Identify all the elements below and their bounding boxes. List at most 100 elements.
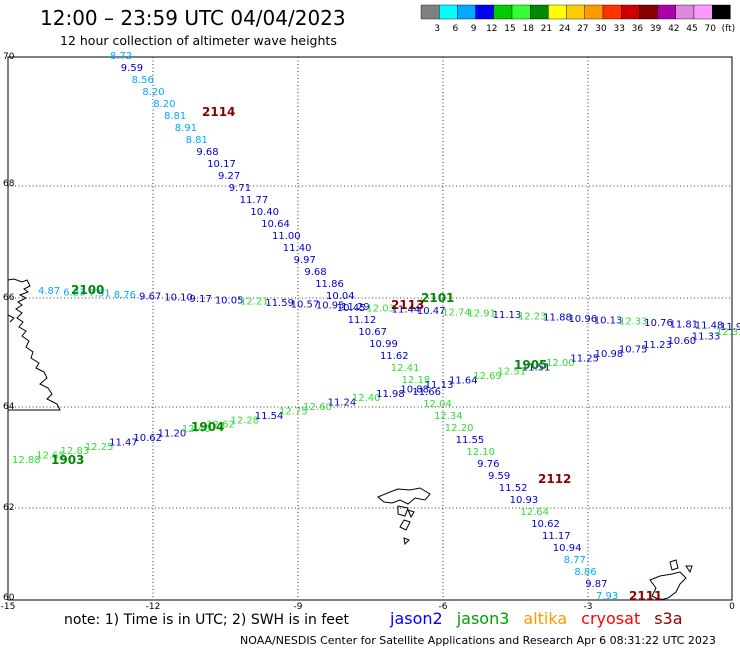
swh-value: 12.23: [518, 311, 547, 322]
swh-value: 10.05: [215, 295, 244, 306]
map-subtitle: 12 hour collection of altimeter wave hei…: [60, 33, 337, 48]
swh-value: 11.98: [376, 389, 405, 400]
swh-value: 11.64: [449, 376, 478, 387]
track-id-label: 1904: [191, 420, 224, 434]
swh-value: 12.21: [240, 297, 269, 308]
swh-value: 10.95: [316, 301, 345, 312]
swh-value: 8.77: [564, 555, 586, 566]
lon-tick-label: -9: [294, 602, 303, 612]
swh-value: 11.48: [695, 321, 724, 332]
swh-value: 11.62: [380, 351, 409, 362]
color-legend-label: 33: [613, 24, 624, 34]
swh-value: 9.17: [190, 294, 212, 305]
track-id-label: 2100: [71, 283, 104, 297]
coastline-iceland: [7, 278, 61, 411]
swh-value: 8.76: [114, 290, 136, 301]
color-legend-label: 70: [704, 24, 716, 34]
swh-value: 11.12: [348, 315, 377, 326]
swh-value: 11.54: [255, 411, 284, 422]
lat-tick-label: 70: [3, 52, 15, 62]
lon-tick-label: -3: [584, 602, 593, 612]
color-legend-label: 21: [541, 24, 552, 34]
swh-value: 12.64: [520, 507, 549, 518]
swh-value: 10.57: [291, 299, 320, 310]
color-legend-label: 30: [595, 24, 607, 34]
swh-value: 12.25: [85, 442, 114, 453]
swh-value: 8.20: [153, 99, 175, 110]
swh-value: 12.91: [467, 309, 496, 320]
color-legend-swatch: [712, 4, 731, 20]
swh-value: 9.68: [304, 267, 326, 278]
swh-value: 7.91: [89, 289, 111, 300]
swh-value: 11.77: [240, 195, 269, 206]
color-legend-label: 9: [471, 24, 477, 34]
swh-value: 9.71: [229, 183, 251, 194]
swh-value: 12.20: [445, 423, 474, 434]
swh-value: 10.47: [417, 306, 446, 317]
swh-value: 12.69: [473, 371, 502, 382]
swh-value: 12.83: [61, 446, 90, 457]
swh-value: 12.75: [279, 406, 308, 417]
swh-value: 10.04: [326, 291, 355, 302]
swh-value: 12.40: [352, 393, 381, 404]
swh-value: 12.03: [366, 303, 395, 314]
map-grid: [8, 57, 732, 600]
swh-value: 9.27: [218, 171, 240, 182]
swh-value: 7.93: [596, 591, 618, 602]
swh-value: 8.72: [110, 51, 132, 62]
swh-value: 11.81: [669, 319, 698, 330]
swh-value: 11.88: [543, 313, 572, 324]
satellite-legend-item: altika: [523, 609, 568, 628]
track-id-label: 1903: [51, 453, 84, 467]
swh-value: 12.51: [498, 367, 527, 378]
swh-value: 10.75: [619, 345, 648, 356]
lat-tick-label: 62: [3, 503, 14, 513]
satellite-legend-item: s3a: [654, 609, 683, 628]
swh-value: 10.40: [250, 207, 279, 218]
swh-value: 11.55: [456, 435, 485, 446]
swh-value: 8.86: [574, 567, 596, 578]
swh-value: 11.20: [158, 429, 187, 440]
swh-value: 12.28: [230, 415, 259, 426]
swh-value: 9.87: [585, 579, 607, 590]
swh-value: 11.86: [315, 279, 344, 290]
swh-value: 10.13: [594, 315, 623, 326]
swh-value: 12.10: [466, 447, 495, 458]
swh-value: 9.76: [477, 459, 499, 470]
swh-value: 12.04: [423, 399, 452, 410]
swh-value: 6.23: [63, 287, 85, 298]
swh-value: 10.60: [667, 336, 696, 347]
lon-tick-label: -15: [1, 602, 16, 612]
swh-value: 10.98: [595, 349, 624, 360]
color-legend-labels: 3 6 9 12 15 18 21 24 27 30 33 36 39 42 45 70 (ft): [434, 24, 735, 34]
coastline-shetland: [649, 559, 693, 601]
swh-value: 11.33: [692, 331, 721, 342]
satellite-legend-item: jason3: [456, 609, 510, 628]
color-legend-label: 27: [577, 24, 588, 34]
swh-value: 12.33: [619, 317, 648, 328]
swh-value: 11.24: [328, 398, 357, 409]
swh-value: 12.41: [391, 363, 420, 374]
track-values: 8.729.598.568.208.208.818.918.819.6810.1…: [12, 51, 740, 602]
swh-value: 12.33: [716, 327, 740, 338]
coastline-faroe: [377, 487, 431, 546]
swh-value: 11.00: [272, 231, 301, 242]
satellite-legend: jason2 jason3 altika cryosat s3a: [390, 609, 697, 628]
swh-value: 8.56: [132, 75, 154, 86]
color-legend-label: 24: [559, 24, 571, 34]
swh-value: 12.18: [402, 375, 431, 386]
swh-value: 12.40: [182, 424, 211, 435]
track-id-label: 2113: [391, 298, 424, 312]
track-id-label: 2101: [421, 291, 454, 305]
track-id-label: 2114: [202, 105, 235, 119]
color-legend-label: 12: [486, 24, 497, 34]
swh-value: 11.29: [341, 302, 370, 313]
swh-value: 8.20: [142, 87, 164, 98]
swh-value: 10.93: [510, 495, 539, 506]
swh-value: 10.62: [133, 433, 162, 444]
footer-note: note: 1) Time is in UTC; 2) SWH is in fe…: [64, 612, 350, 628]
swh-value: 11.47: [109, 437, 138, 448]
swh-value: 10.94: [553, 543, 582, 554]
swh-value: 10.99: [369, 339, 398, 350]
